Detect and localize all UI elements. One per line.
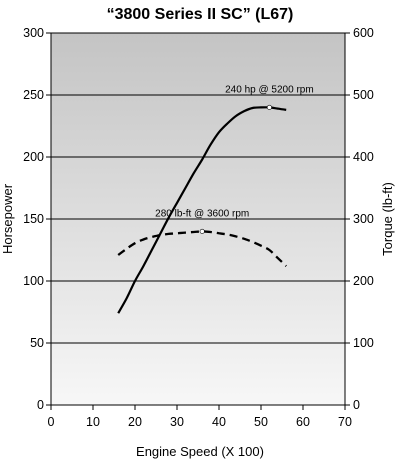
y-tick-label: 300 xyxy=(23,26,44,40)
x-tick-label: 40 xyxy=(212,415,226,429)
x-tick-label: 0 xyxy=(48,415,55,429)
y-tick-label: 100 xyxy=(23,274,44,288)
y2-tick-label: 100 xyxy=(353,336,374,350)
torque-line xyxy=(117,230,287,267)
grid xyxy=(46,32,350,410)
series xyxy=(117,106,287,314)
y2-tick-label: 300 xyxy=(353,212,374,226)
y-tick-label: 0 xyxy=(37,398,44,412)
x-tick-label: 70 xyxy=(338,415,352,429)
y2-tick-label: 500 xyxy=(353,88,374,102)
peak-marker xyxy=(199,228,205,234)
y-tick-label: 150 xyxy=(23,212,44,226)
x-tick-label: 50 xyxy=(254,415,268,429)
x-tick-label: 60 xyxy=(296,415,310,429)
annotation-label: 280 lb-ft @ 3600 rpm xyxy=(155,208,249,219)
x-tick-label: 10 xyxy=(86,415,100,429)
y-tick-label: 200 xyxy=(23,150,44,164)
y2-tick-label: 400 xyxy=(353,150,374,164)
annotations: 240 hp @ 5200 rpm 280 lb-ft @ 3600 rpm xyxy=(155,84,314,234)
y2-tick-label: 600 xyxy=(353,26,374,40)
y2-tick-label: 200 xyxy=(353,274,374,288)
annotation-label: 240 hp @ 5200 rpm xyxy=(225,84,314,95)
y2-axis-label: Torque (lb-ft) xyxy=(380,182,395,256)
chart-title: “3800 Series II SC” (L67) xyxy=(107,6,294,23)
peak-marker xyxy=(266,104,272,110)
y-axis-label: Horsepower xyxy=(0,183,15,254)
tick-labels: 0 50 100 150 200 250 300 0 100 200 300 400 500 600 0 10… xyxy=(23,26,374,429)
horsepower-line xyxy=(117,106,287,314)
y-tick-label: 50 xyxy=(30,336,44,350)
y-tick-label: 250 xyxy=(23,88,44,102)
x-tick-label: 20 xyxy=(128,415,142,429)
y2-tick-label: 0 xyxy=(353,398,360,412)
x-axis-label: Engine Speed (X 100) xyxy=(136,444,264,459)
x-tick-label: 30 xyxy=(170,415,184,429)
